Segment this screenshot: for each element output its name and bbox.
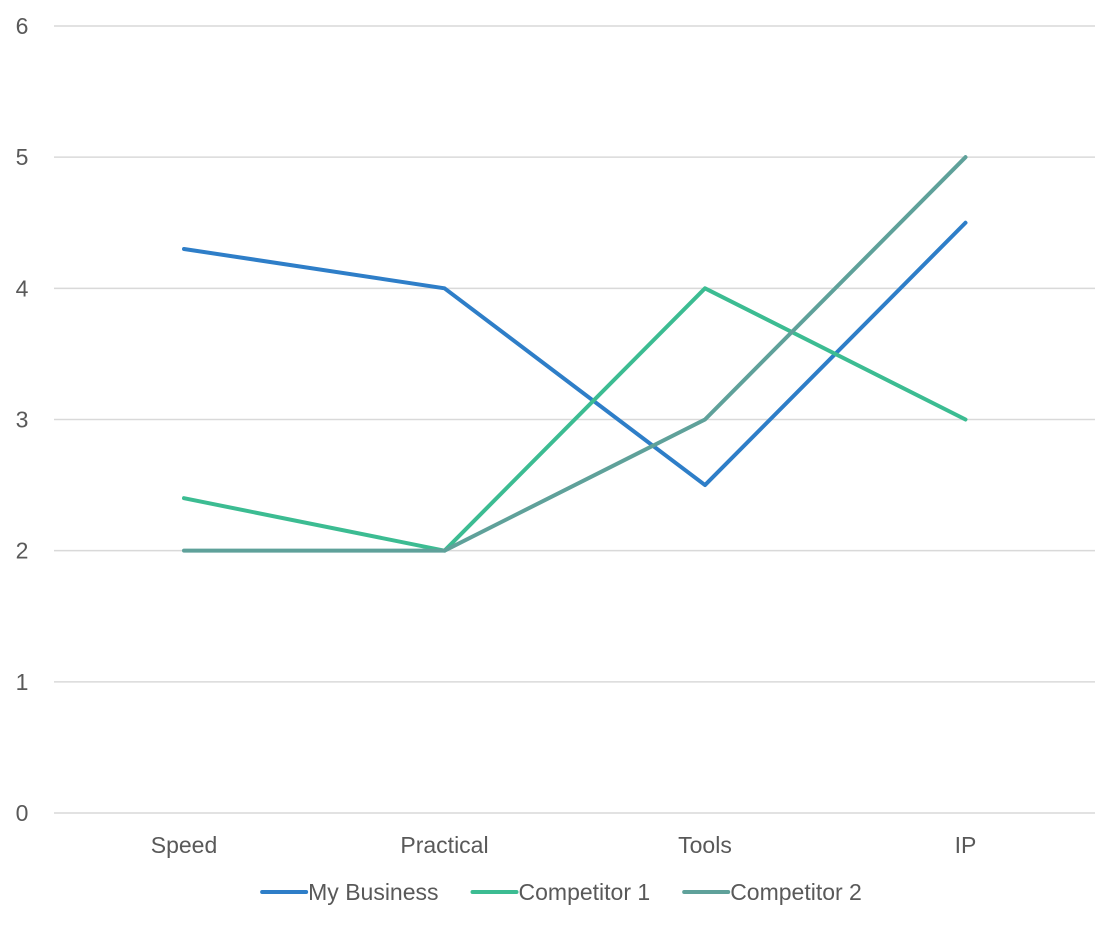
y-tick-label: 5 [16, 144, 29, 170]
x-tick-label-practical: Practical [400, 832, 488, 858]
series-line-competitor-1 [182, 286, 968, 553]
legend-item-competitor-2: Competitor 2 [682, 879, 862, 905]
legend: My Business Competitor 1 Competitor 2 [260, 879, 862, 905]
y-tick-label: 4 [16, 275, 29, 301]
legend-label: My Business [308, 879, 438, 905]
y-tick-label: 1 [16, 669, 29, 695]
legend-label: Competitor 2 [730, 879, 862, 905]
legend-label: Competitor 1 [519, 879, 651, 905]
y-axis-tick-labels: 0 1 2 3 4 5 6 [16, 13, 29, 826]
series-lines [182, 155, 968, 553]
series-line-my-business [182, 220, 968, 488]
legend-item-competitor-1: Competitor 1 [470, 879, 651, 905]
x-tick-label-speed: Speed [151, 832, 218, 858]
x-tick-label-tools: Tools [678, 832, 732, 858]
y-tick-label: 3 [16, 407, 29, 433]
x-tick-label-ip: IP [955, 832, 977, 858]
x-axis-tick-labels: Speed Practical Tools IP [151, 832, 977, 858]
y-tick-label: 6 [16, 13, 29, 39]
y-tick-label: 0 [16, 800, 29, 826]
y-tick-label: 2 [16, 538, 29, 564]
legend-item-my-business: My Business [260, 879, 439, 905]
series-line-competitor-2 [182, 155, 968, 553]
